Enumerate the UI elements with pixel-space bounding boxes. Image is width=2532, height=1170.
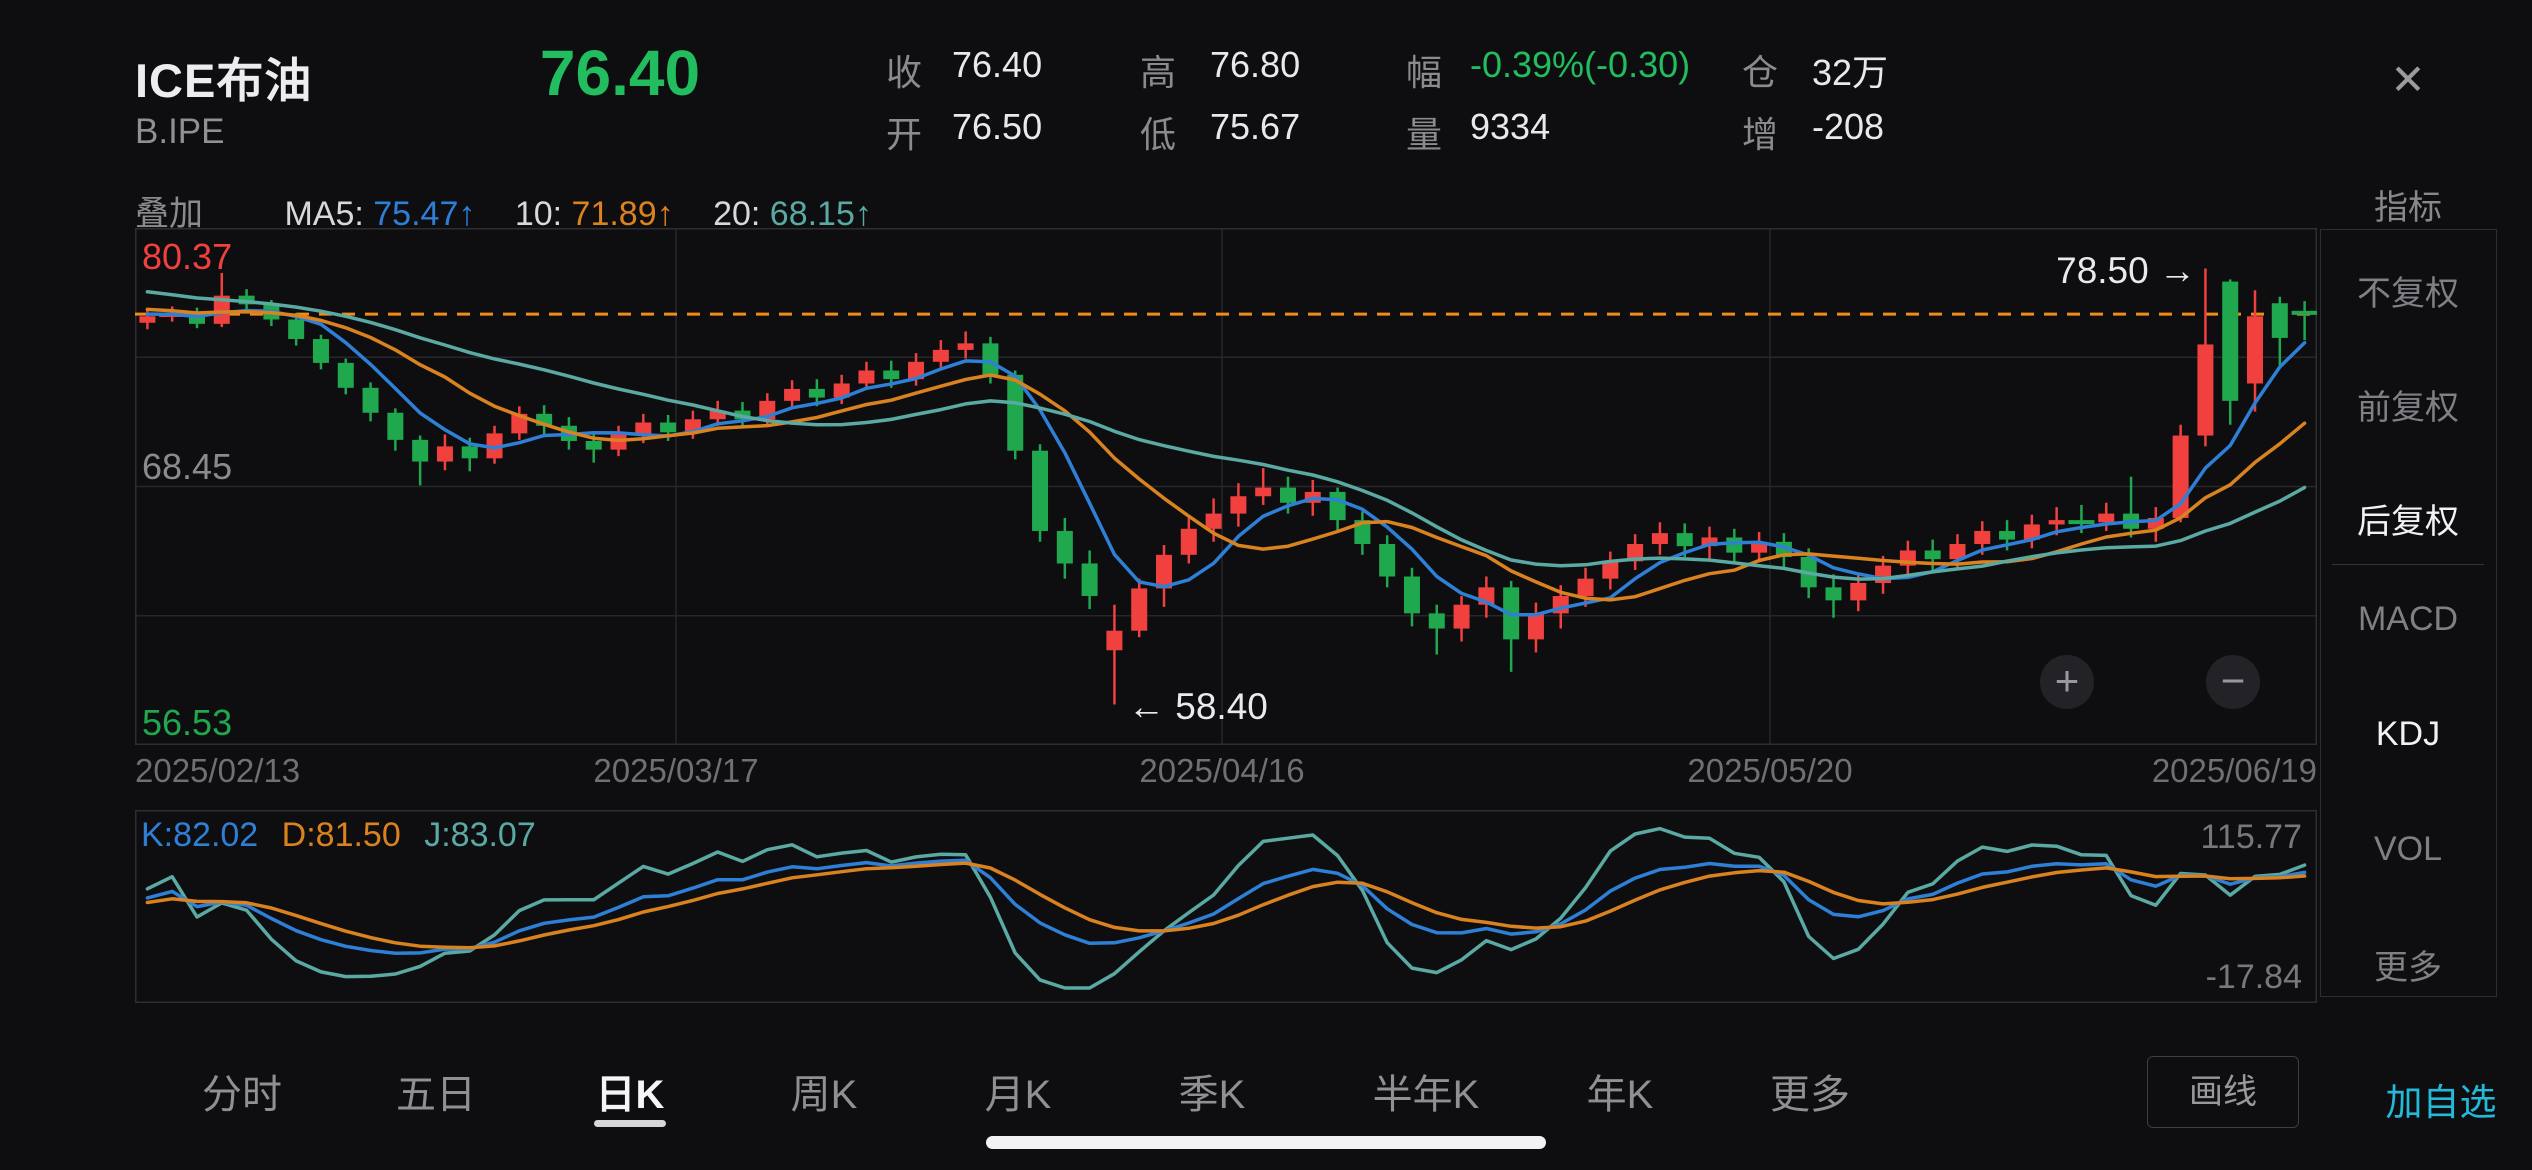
kdj-d-value: D:81.50 [281, 816, 401, 854]
tab-half-year-k[interactable]: 半年K [1372, 1073, 1480, 1117]
price-axis-max-label: 80.37 [142, 236, 233, 277]
stat-label-volume: 量 [1406, 114, 1443, 155]
stat-value-close: 76.40 [952, 44, 1043, 85]
kdj-svg [135, 810, 2317, 1003]
candlestick-chart[interactable] [135, 228, 2317, 745]
kdj-panel[interactable] [135, 810, 2317, 1003]
sidebar-header-indicators: 指标 [2374, 189, 2442, 227]
tab-yearly-k[interactable]: 年K [1586, 1073, 1654, 1117]
stat-label-open: 开 [886, 114, 923, 155]
sidebar-divider [2332, 564, 2484, 565]
ma-readout-row: 叠加 MA5: 75.47↑ 10: 71.89↑ 20: 68.15↑ [135, 186, 902, 235]
close-icon[interactable]: ✕ [2390, 56, 2426, 103]
date-tick-4: 2025/06/19 [2151, 752, 2317, 789]
sidebar-item-no-adjust[interactable]: 不复权 [2357, 275, 2459, 313]
kdj-k-value: K:82.02 [141, 816, 259, 854]
price-axis-min-label: 56.53 [142, 702, 233, 743]
date-tick-3: 2025/05/20 [1687, 752, 1853, 789]
stat-value-open: 76.50 [952, 106, 1043, 147]
candlestick-svg [135, 228, 2317, 745]
zoom-out-button[interactable]: − [2206, 655, 2260, 709]
stat-value-high: 76.80 [1210, 44, 1301, 85]
kdj-j-value: J:83.07 [424, 816, 536, 854]
last-price: 76.40 [539, 37, 701, 109]
date-tick-1: 2025/03/17 [593, 752, 759, 789]
stat-value-openint: 32万 [1812, 52, 1889, 93]
ma20-name: 20: [713, 195, 761, 233]
stat-label-delta: 增 [1742, 114, 1779, 155]
sidebar-item-kdj[interactable]: KDJ [2375, 715, 2441, 753]
sidebar-item-vol[interactable]: VOL [2373, 830, 2443, 868]
tab-weekly-k[interactable]: 周K [790, 1073, 858, 1117]
date-tick-2: 2025/04/16 [1139, 752, 1305, 789]
stat-value-volume: 9334 [1470, 106, 1551, 147]
stat-value-change: -0.39%(-0.30) [1470, 44, 1691, 85]
ma10-value: 71.89↑ [571, 195, 674, 233]
sidebar-item-macd[interactable]: MACD [2357, 600, 2459, 638]
high-annotation: 78.50 → [2056, 250, 2196, 291]
tab-intraday[interactable]: 分时 [202, 1073, 282, 1117]
kdj-readout: K:82.02 D:81.50 J:83.07 [141, 816, 550, 855]
ma20-value: 68.15↑ [769, 195, 872, 233]
tab-quarterly-k[interactable]: 季K [1178, 1073, 1246, 1117]
date-tick-0: 2025/02/13 [135, 752, 301, 789]
zoom-in-button[interactable]: + [2040, 655, 2094, 709]
instrument-code: B.IPE [135, 112, 225, 151]
kdj-axis-min: -17.84 [2205, 958, 2302, 996]
sidebar-item-pre-adjust[interactable]: 前复权 [2357, 389, 2459, 427]
stat-label-high: 高 [1140, 52, 1177, 93]
ma5-value: 75.47↑ [373, 195, 476, 233]
stat-value-low: 75.67 [1210, 106, 1301, 147]
add-watchlist-button[interactable]: 加自选 [2385, 1082, 2497, 1123]
sidebar-item-more[interactable]: 更多 [2374, 949, 2442, 987]
active-tab-underline [594, 1120, 666, 1127]
kdj-axis-max: 115.77 [2200, 818, 2302, 856]
stat-label-change: 幅 [1406, 52, 1443, 93]
price-axis-mid-label: 68.45 [142, 446, 233, 487]
tab-more-periods[interactable]: 更多 [1770, 1073, 1850, 1117]
draw-line-button[interactable]: 画线 [2147, 1056, 2299, 1128]
ma5-name: MA5: [284, 195, 364, 233]
sidebar-item-post-adjust[interactable]: 后复权 [2357, 503, 2459, 541]
low-annotation: ← 58.40 [1128, 686, 1268, 727]
stat-value-delta: -208 [1812, 106, 1885, 147]
stat-label-low: 低 [1140, 114, 1177, 155]
stat-label-openint: 仓 [1742, 52, 1779, 93]
overlay-button[interactable]: 叠加 [135, 195, 203, 233]
tab-daily-k[interactable]: 日K [595, 1073, 665, 1117]
tab-monthly-k[interactable]: 月K [984, 1073, 1052, 1117]
home-indicator[interactable] [986, 1136, 1546, 1149]
tab-five-day[interactable]: 五日 [396, 1073, 476, 1117]
instrument-title: ICE布油 [135, 54, 313, 107]
ma10-name: 10: [514, 195, 563, 233]
sidebar-panel [2320, 229, 2497, 997]
stat-label-close: 收 [886, 52, 923, 93]
